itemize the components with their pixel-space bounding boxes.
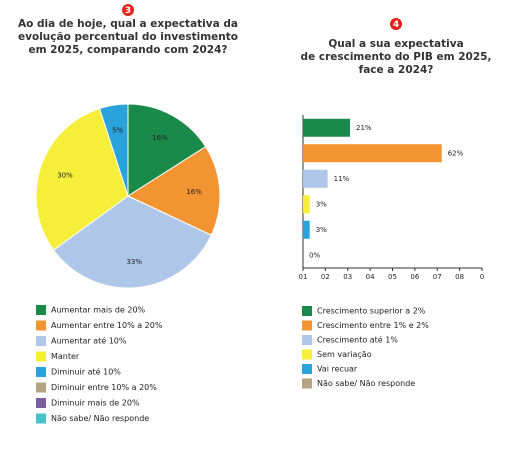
x-tick-label: 08: [455, 273, 464, 281]
x-tick-label: 07: [433, 273, 442, 281]
bar: [303, 144, 442, 163]
legend-label: Vai recuar: [317, 365, 358, 374]
pie-slice: [127, 103, 207, 197]
bar-value-label: 11%: [334, 175, 350, 183]
bar: [303, 195, 310, 214]
legend-swatch: [36, 336, 46, 346]
legend-label: Sem variação: [317, 350, 372, 359]
legend-label: Aumentar entre 10% a 20%: [51, 321, 163, 330]
pie-slice: [52, 195, 212, 289]
legend-swatch: [36, 320, 46, 331]
badge-number: 3: [125, 6, 131, 16]
x-tick-label: 02: [321, 273, 330, 281]
chart-title: face a 2024?: [359, 64, 434, 76]
slice-label: 33%: [126, 258, 142, 266]
slice-label: 16%: [152, 134, 168, 142]
slice-label: 30%: [57, 172, 73, 180]
badge-number: 4: [393, 20, 399, 30]
legend-swatch: [302, 364, 312, 374]
legend-label: Não sabe/ Não responde: [51, 414, 149, 423]
legend-label: Crescimento até 1%: [317, 335, 398, 345]
bar-value-label: 21%: [356, 124, 372, 132]
legend-swatch: [302, 378, 312, 389]
legend-label: Diminuir entre 10% a 20%: [51, 383, 157, 392]
legend-swatch: [36, 413, 46, 424]
x-tick-label: 0: [480, 273, 484, 281]
legend-swatch: [302, 306, 312, 316]
legend-swatch: [302, 349, 312, 360]
bar-value-label: 3%: [316, 226, 327, 234]
pie-slice: [126, 146, 221, 236]
legend-label: Crescimento superior a 2%: [317, 307, 426, 316]
slice-label: 16%: [186, 188, 202, 196]
x-tick-label: 04: [366, 273, 375, 281]
legend-swatch: [302, 335, 312, 345]
legend-label: Aumentar até 10%: [51, 336, 127, 346]
legend-swatch: [36, 305, 46, 315]
x-tick-label: 05: [388, 273, 397, 281]
x-tick-label: 06: [410, 273, 419, 281]
chart-title: Qual a sua expectativa: [328, 38, 463, 50]
badge-circle: [390, 18, 402, 30]
chart-title: Ao dia de hoje, qual a expectativa da: [18, 18, 238, 30]
legend-swatch: [36, 382, 46, 393]
legend-label: Diminuir até 10%: [51, 367, 121, 377]
legend-label: Manter: [51, 352, 80, 361]
bar: [303, 118, 350, 137]
bar-value-label: 62%: [448, 149, 464, 157]
legend-label: Crescimento entre 1% e 2%: [317, 321, 429, 330]
bar-value-label: 0%: [309, 251, 320, 259]
badge-circle: [122, 4, 134, 16]
chart-title: em 2025, comparando com 2024?: [28, 44, 227, 56]
legend-label: Não sabe/ Não responde: [317, 379, 415, 388]
bar: [303, 220, 310, 239]
legend-swatch: [36, 351, 46, 362]
pie-slice: [35, 107, 129, 251]
chart-title: de crescimento do PIB em 2025,: [301, 51, 492, 63]
bar: [303, 169, 328, 188]
legend-label: Diminuir mais de 20%: [51, 399, 140, 408]
legend-label: Aumentar mais de 20%: [51, 306, 146, 315]
x-tick-label: 03: [343, 273, 352, 281]
legend-swatch: [302, 320, 312, 331]
bar-value-label: 3%: [316, 200, 327, 208]
slice-label: 5%: [112, 127, 123, 135]
chart-title: evolução percentual do investimento: [18, 31, 238, 43]
pie-slice: [98, 103, 129, 197]
legend-swatch: [36, 398, 46, 408]
legend-swatch: [36, 367, 46, 377]
x-tick-label: 01: [299, 273, 308, 281]
